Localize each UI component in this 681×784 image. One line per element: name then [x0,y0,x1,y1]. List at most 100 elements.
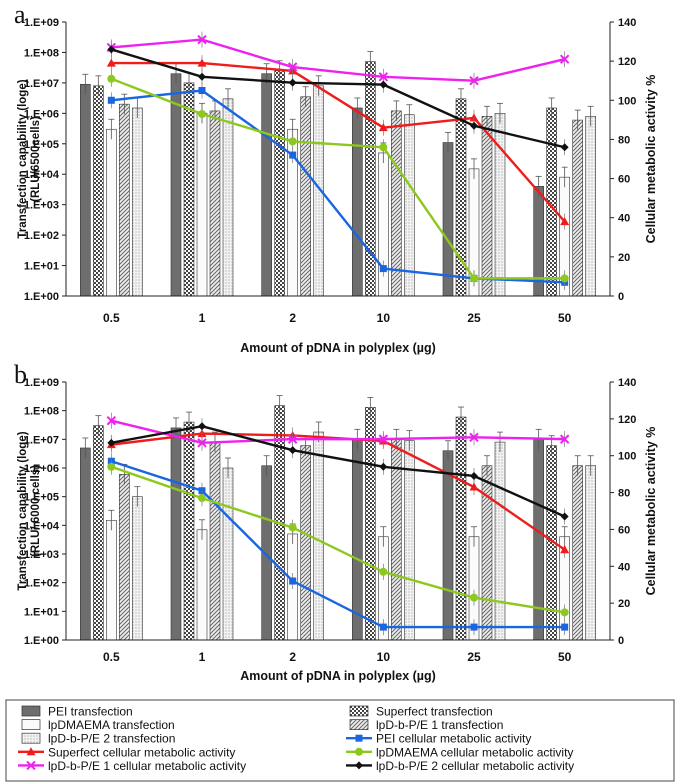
line-point [379,143,388,152]
bar [352,439,363,641]
y-tick-label: 1.E+05 [24,139,59,151]
line-point [288,137,297,146]
line-point [470,623,478,631]
x-tick-label: 50 [558,311,572,325]
bar [455,416,467,641]
bar [222,98,234,297]
panel-letter: a [14,0,26,29]
series-line [110,48,565,149]
y-tick-label: 1.E+06 [24,108,59,120]
legend-label: PEI cellular metabolic activity [376,732,531,746]
bar [106,128,117,297]
line-point [470,593,478,602]
bar [442,142,454,297]
y2-tick-label: 80 [618,134,630,146]
y-tick-label: 1.E+01 [24,261,59,273]
line-point [379,80,388,89]
bar [494,113,506,297]
x-tick-label: 10 [377,650,391,664]
line-point [560,512,569,521]
x-tick-label: 2 [289,650,296,664]
bar [183,421,195,641]
y2-tick-label: 0 [618,291,624,303]
legend-swatch [21,719,41,730]
bar [274,70,285,297]
bar [365,407,376,641]
line-point [560,608,569,617]
y-tick-label: 1.E+04 [24,169,60,181]
y-tick-label: 1.E+03 [24,200,59,212]
legend-swatch [349,705,369,717]
y-tick-label: 1.E+00 [24,635,59,647]
line-point [288,446,297,455]
line-point [106,58,116,67]
legend-label: lpD-b-P/E 1 transfection [376,718,503,732]
line-point [107,45,116,54]
bar [352,107,363,297]
line-point [559,54,570,64]
y-axis-label-line: (RLU/6500cells) [30,116,42,202]
line-point [288,78,297,87]
line-point [198,109,206,118]
line-point [469,432,479,442]
line-point [560,143,569,152]
line-point [378,123,388,132]
y-axis-label: Transfection capability (loge)(RLU/ 6000… [17,431,42,590]
x-tick-label: 50 [558,650,572,664]
legend-label: lpD-b-P/E 1 cellular metabolic activity [48,759,246,773]
line-point [469,482,479,491]
x-tick-label: 25 [467,650,481,664]
series-line [111,419,565,445]
bar [93,85,104,297]
legend-label: Superfect transfection [376,705,493,719]
line-point [197,34,207,45]
y-tick-label: 1.E+00 [24,291,59,303]
bar [572,119,583,297]
bar [196,529,208,641]
bar [391,110,402,297]
line-point [469,113,479,122]
y-tick-label: 1.E+08 [24,406,59,418]
bar [481,115,493,297]
line-point [379,623,387,631]
line-point [469,76,479,86]
y2-tick-label: 140 [618,377,636,389]
x-tick-label: 1 [199,650,206,664]
line-point [107,74,116,83]
line-point [198,494,206,503]
panel-letter: b [14,360,27,389]
bar [300,445,311,641]
x-tick-label: 2 [289,311,296,325]
line-point [470,121,478,130]
legend-label: lpD-b-P/E 2 transfection [48,732,175,746]
series-line [110,465,565,614]
series-line [111,424,566,518]
bar [494,441,506,641]
y-tick-label: 1.E+07 [24,78,59,90]
line-point [107,462,116,471]
line-point [378,434,389,444]
line-point [198,422,206,431]
legend-label: lpDMAEMA cellular metabolic activity [376,745,573,759]
line-point [379,462,388,471]
line-point [560,545,570,554]
y-tick-label: 1.E+02 [24,578,59,590]
chart-panel-b: b 1.E+00 1.E+01 1.E+02 1.E+03 1.E+04 1.E+05 1.E… [14,360,658,683]
series-line [110,77,565,280]
line-point [197,58,207,67]
x-axis-label: Amount of pDNA in polyplex (µg) [240,669,436,683]
line-point [197,438,207,448]
bar [404,114,415,297]
y2-tick-label: 60 [618,524,630,536]
line-point [559,434,570,444]
y2-tick-label: 120 [618,414,636,426]
bar [119,474,130,641]
legend: PEI transfection Superfect transfectionlp… [5,699,675,782]
bar [106,519,117,641]
legend-label: lpD-b-P/E 2 cellular metabolic activity [376,759,574,773]
x-tick-label: 10 [377,311,391,325]
bar [93,425,104,641]
y-tick-label: 1.E+08 [24,47,59,59]
bar [80,83,91,297]
bar [365,61,376,297]
